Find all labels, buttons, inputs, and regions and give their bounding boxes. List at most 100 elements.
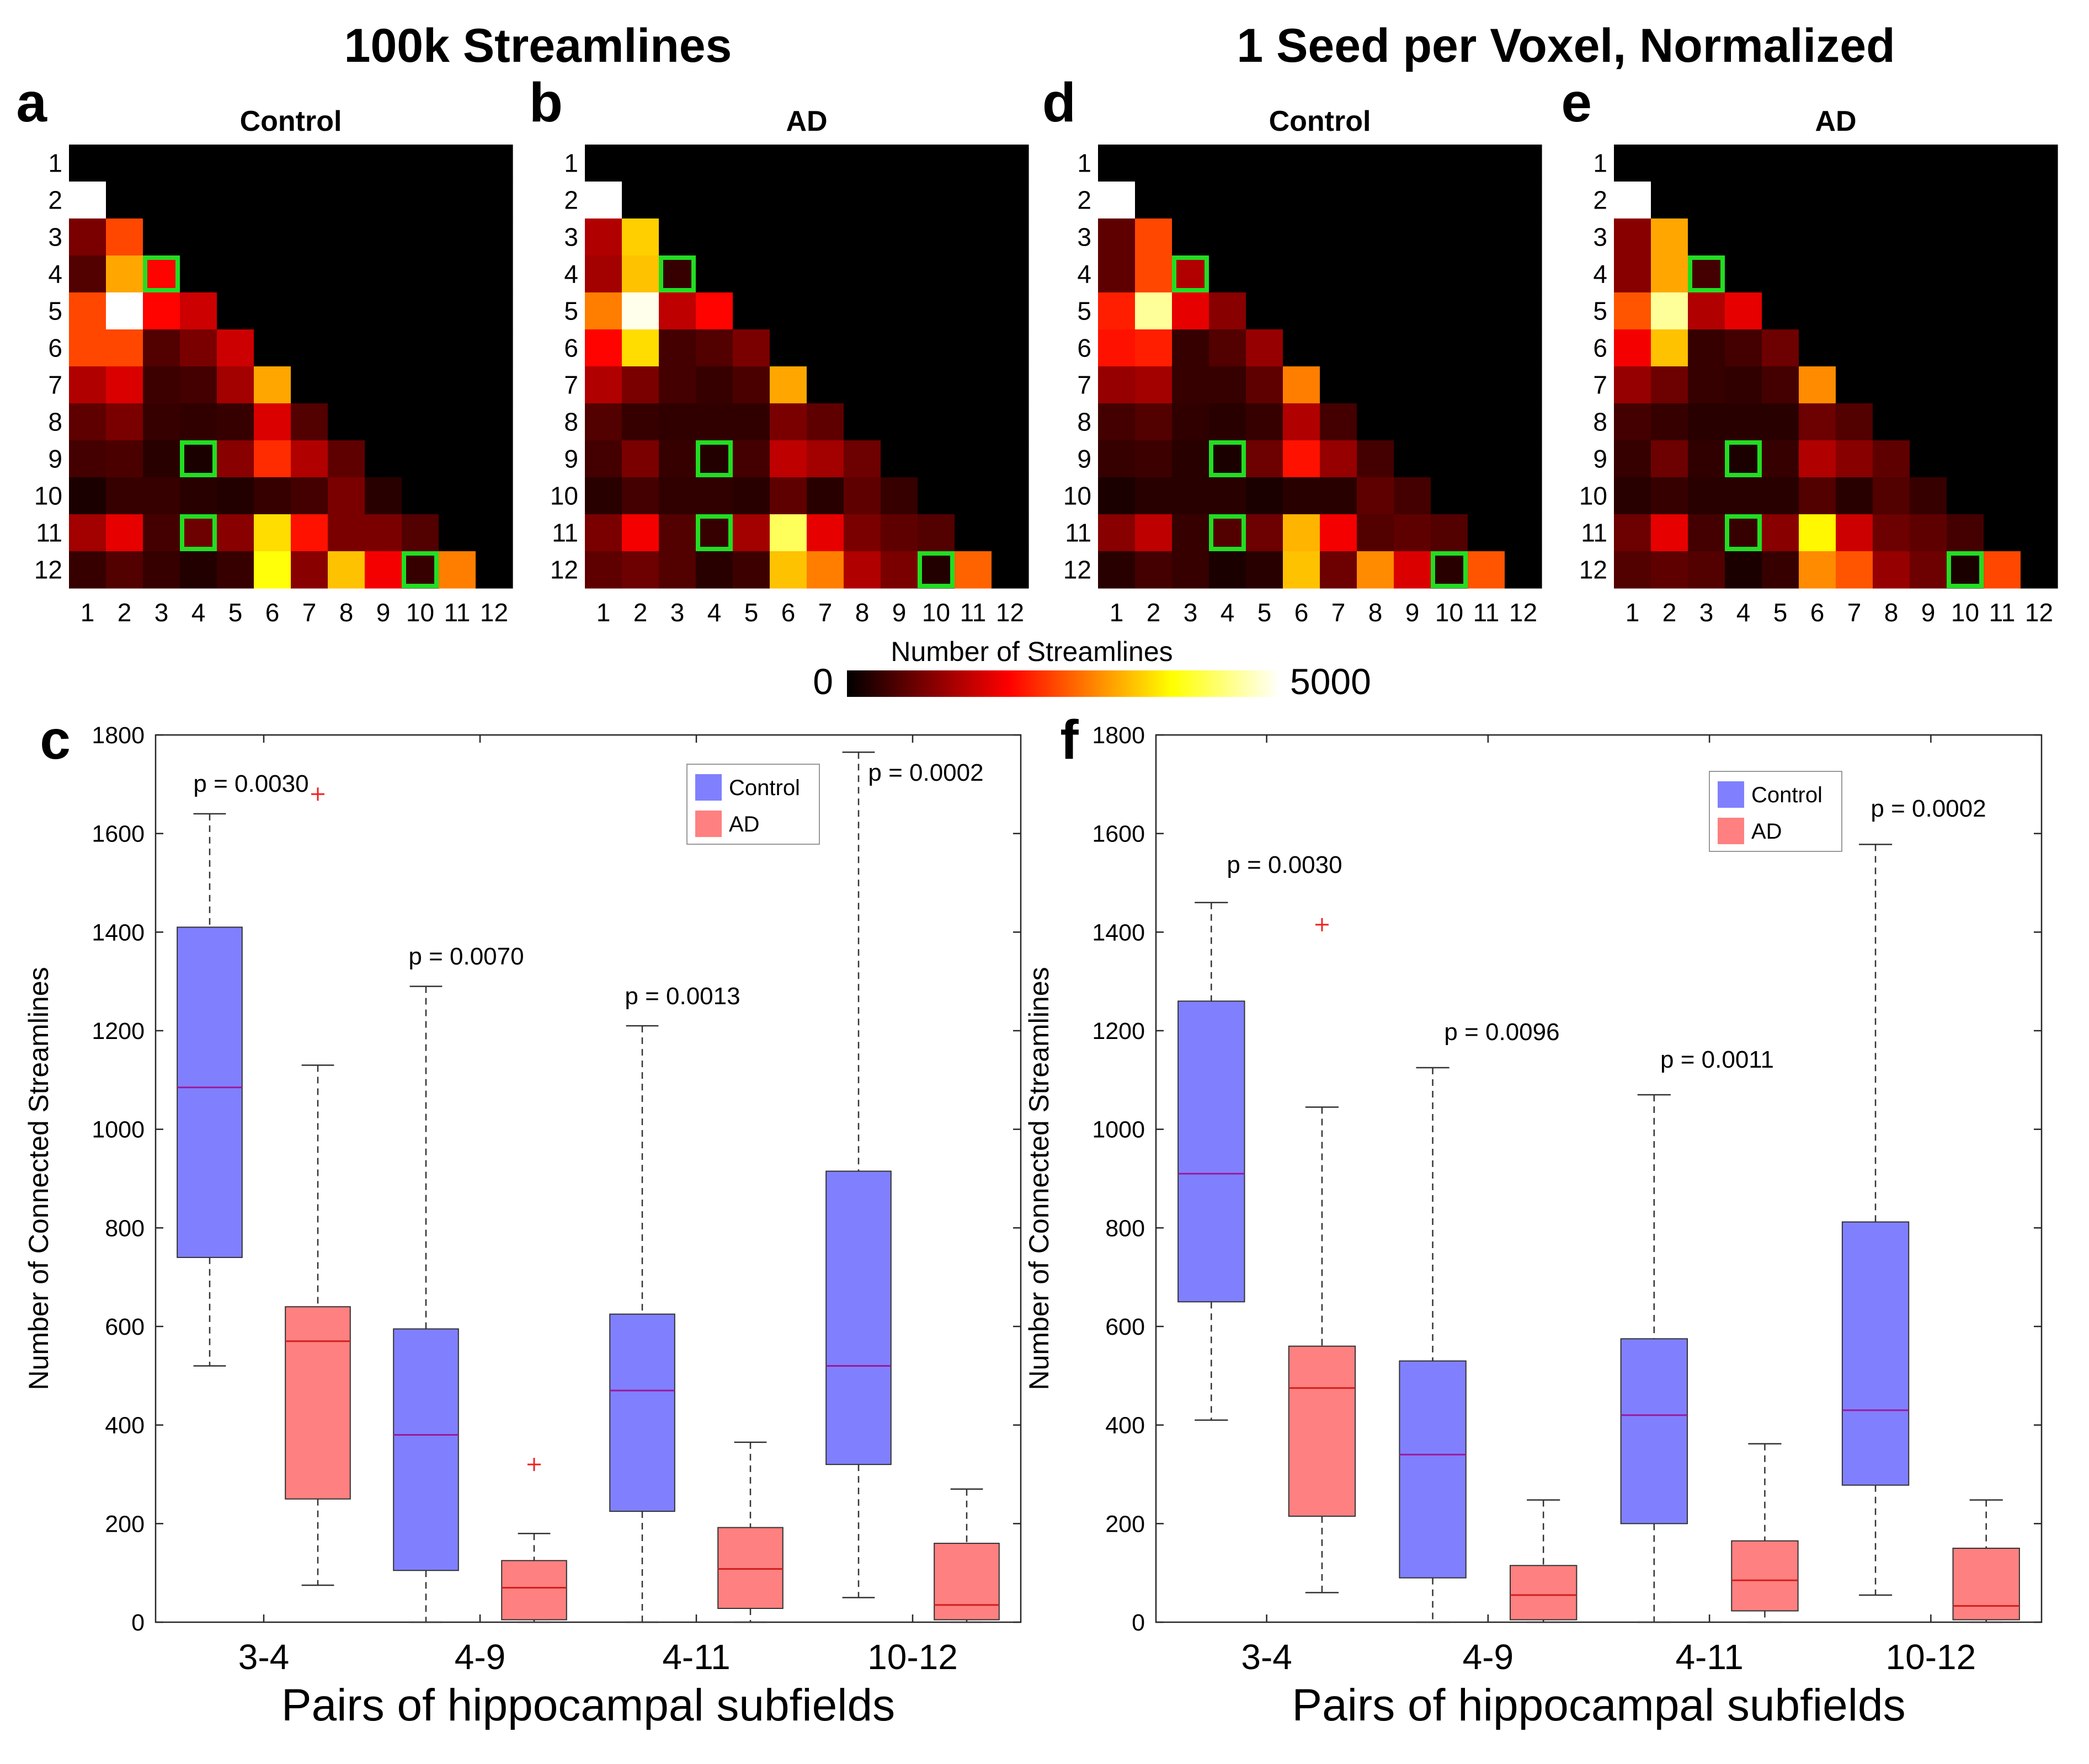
heatmap-cell bbox=[106, 255, 143, 293]
y-tick-label: 9 bbox=[48, 445, 62, 473]
heatmap-cell bbox=[881, 182, 918, 219]
p-value-label: p = 0.0070 bbox=[408, 943, 524, 970]
heatmap-cell bbox=[1651, 145, 1688, 182]
heatmap-cell bbox=[1431, 218, 1468, 256]
heatmap-cell bbox=[696, 477, 733, 515]
heatmap-cell bbox=[1172, 182, 1209, 219]
p-value-label: p = 0.0096 bbox=[1444, 1019, 1559, 1046]
heatmap-cell bbox=[217, 218, 254, 256]
box-control-4-9 bbox=[1399, 1067, 1467, 1623]
heatmap-cell bbox=[696, 329, 733, 367]
heatmap-cell bbox=[844, 255, 881, 293]
heatmap-cell bbox=[918, 145, 955, 182]
heatmap-cell bbox=[992, 366, 1029, 404]
heatmap-cell bbox=[1725, 218, 1762, 256]
heatmap-cell bbox=[1910, 218, 1947, 256]
heatmap-cell bbox=[1431, 145, 1468, 182]
heatmap-cell bbox=[2021, 329, 2058, 367]
heatmap-cell bbox=[770, 255, 807, 293]
heatmap-cell bbox=[733, 145, 770, 182]
y-tick-label: 2 bbox=[1593, 186, 1607, 215]
heatmap-cell bbox=[291, 477, 328, 515]
y-tick-label: 1600 bbox=[1092, 821, 1145, 848]
heatmap-cell bbox=[1098, 514, 1136, 552]
x-tick-label: 12 bbox=[480, 598, 508, 627]
heatmap-title: Control bbox=[240, 105, 342, 137]
heatmap-cell bbox=[402, 477, 439, 515]
heatmap-cell bbox=[1614, 182, 1651, 219]
heatmap-cell bbox=[1468, 440, 1505, 478]
heatmap-cell bbox=[365, 145, 402, 182]
heatmap-cell bbox=[439, 403, 476, 441]
heatmap-cell bbox=[881, 255, 918, 293]
heatmap-cell bbox=[1614, 366, 1651, 404]
heatmap-cell bbox=[1505, 255, 1542, 293]
heatmap-cell bbox=[881, 329, 918, 367]
heatmap-cell bbox=[1910, 329, 1947, 367]
heatmap-cell bbox=[1246, 403, 1283, 441]
heatmap-cell bbox=[365, 182, 402, 219]
heatmap-cell bbox=[1614, 514, 1651, 552]
heatmap-cell bbox=[1725, 477, 1762, 515]
heatmap-cell bbox=[844, 477, 881, 515]
heatmap-cell bbox=[622, 329, 659, 367]
heatmap-cell bbox=[807, 551, 844, 589]
x-tick-label: 4 bbox=[191, 598, 206, 627]
heatmap-cell bbox=[254, 329, 291, 367]
heatmap-cell bbox=[1799, 477, 1836, 515]
heatmap-cell bbox=[1394, 551, 1431, 589]
heatmap-cell bbox=[1688, 292, 1725, 330]
heatmap-cell bbox=[807, 514, 844, 552]
x-tick-label: 11 bbox=[960, 598, 987, 627]
heatmap-cell bbox=[733, 255, 770, 293]
heatmap-cell bbox=[585, 440, 622, 478]
y-tick-label: 8 bbox=[1593, 408, 1607, 436]
heatmap-cell bbox=[476, 145, 513, 182]
heatmap-cell bbox=[807, 218, 844, 256]
heatmap-cell bbox=[439, 514, 476, 552]
heatmap-cell bbox=[992, 218, 1029, 256]
heatmap-cell bbox=[439, 292, 476, 330]
heatmap-cell bbox=[733, 329, 770, 367]
heatmap-cell bbox=[733, 514, 770, 552]
heatmap-cell bbox=[1357, 145, 1394, 182]
heatmap-cell bbox=[1431, 403, 1468, 441]
y-tick-label: 1200 bbox=[92, 1018, 145, 1044]
heatmap-cell bbox=[217, 292, 254, 330]
heatmap-cell bbox=[1725, 145, 1762, 182]
outlier-marker bbox=[527, 1458, 541, 1472]
heatmap-cell bbox=[365, 440, 402, 478]
x-tick-label: 4 bbox=[1221, 598, 1235, 627]
heatmap-cell bbox=[1836, 440, 1873, 478]
y-tick-label: 800 bbox=[1105, 1215, 1145, 1241]
heatmap-cell bbox=[143, 477, 180, 515]
heatmap-cell bbox=[217, 514, 254, 552]
y-tick-label: 10 bbox=[1579, 482, 1607, 510]
heatmap-cell bbox=[992, 514, 1029, 552]
x-tick-label: 6 bbox=[265, 598, 280, 627]
heatmap-cell bbox=[1283, 255, 1320, 293]
panel-letter: a bbox=[16, 72, 47, 134]
x-tick-label: 12 bbox=[2025, 598, 2053, 627]
colorbar-label: Number of Streamlines bbox=[891, 636, 1173, 667]
heatmap-cell bbox=[402, 551, 439, 589]
x-tick-label: 10 bbox=[922, 598, 950, 627]
y-tick-label: 2 bbox=[1077, 186, 1091, 215]
heatmap-cell bbox=[365, 403, 402, 441]
heatmap-cell bbox=[106, 403, 143, 441]
heatmap-cell bbox=[1799, 366, 1836, 404]
heatmap-cell bbox=[1357, 551, 1394, 589]
heatmap-cell bbox=[254, 292, 291, 330]
x-tick-label: 10 bbox=[1951, 598, 1979, 627]
heatmap-cell bbox=[439, 551, 476, 589]
heatmap-cell bbox=[439, 440, 476, 478]
heatmap-cell bbox=[365, 514, 402, 552]
heatmap-cell bbox=[1505, 403, 1542, 441]
heatmap-cell bbox=[1394, 329, 1431, 367]
box-ad-4-11 bbox=[1731, 1443, 1799, 1623]
heatmap-cell bbox=[585, 145, 622, 182]
heatmap-cell bbox=[622, 255, 659, 293]
category-label: 10-12 bbox=[867, 1637, 958, 1677]
x-tick-label: 5 bbox=[744, 598, 759, 627]
